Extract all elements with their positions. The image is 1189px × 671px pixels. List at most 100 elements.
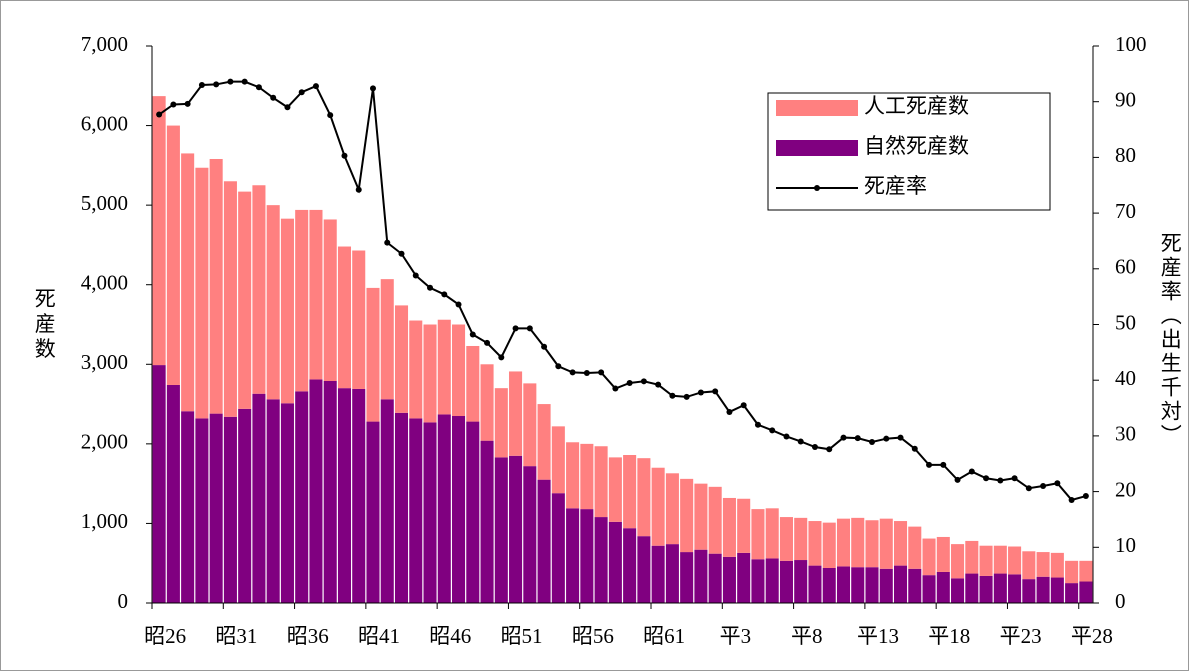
bar bbox=[238, 191, 252, 409]
line-marker bbox=[341, 152, 348, 159]
line-marker bbox=[926, 461, 933, 468]
line-marker bbox=[697, 389, 704, 396]
bar bbox=[1022, 579, 1036, 603]
line-marker bbox=[156, 111, 163, 118]
bar bbox=[166, 125, 180, 385]
x-tick-label: 昭56 bbox=[572, 624, 614, 648]
bar bbox=[836, 566, 851, 603]
bar bbox=[979, 545, 993, 576]
bar bbox=[209, 158, 223, 414]
line-marker bbox=[897, 434, 904, 441]
line-marker bbox=[669, 392, 676, 399]
bar bbox=[509, 455, 523, 603]
bar bbox=[965, 540, 979, 574]
bar bbox=[594, 446, 608, 518]
line-marker bbox=[683, 393, 690, 400]
bar bbox=[394, 412, 409, 603]
bar bbox=[181, 153, 195, 412]
y-tick-label: 0 bbox=[118, 589, 129, 613]
line-marker bbox=[384, 239, 391, 246]
bar bbox=[722, 497, 736, 557]
bar bbox=[380, 279, 394, 400]
bar bbox=[623, 454, 637, 529]
legend-label: 自然死産数 bbox=[864, 134, 969, 158]
bar bbox=[822, 522, 836, 568]
bar bbox=[608, 457, 622, 522]
bar bbox=[452, 416, 466, 603]
line-marker bbox=[840, 434, 847, 441]
x-tick-label: 昭41 bbox=[358, 624, 400, 648]
bar bbox=[665, 473, 679, 545]
bar bbox=[765, 558, 779, 603]
bar bbox=[737, 498, 751, 553]
bar bbox=[979, 575, 993, 603]
bar bbox=[537, 404, 551, 480]
bar bbox=[309, 379, 323, 603]
y-tick-label: 6,000 bbox=[81, 111, 128, 135]
bar bbox=[394, 305, 409, 413]
bar bbox=[851, 567, 865, 603]
bar bbox=[580, 509, 594, 603]
line-marker bbox=[441, 291, 448, 298]
bar bbox=[295, 391, 309, 603]
bar bbox=[352, 250, 366, 389]
legend-label: 人工死産数 bbox=[864, 94, 969, 118]
bar bbox=[523, 383, 537, 467]
x-tick-label: 昭46 bbox=[429, 624, 471, 648]
line-marker bbox=[640, 378, 647, 385]
line-marker bbox=[484, 339, 491, 346]
line-marker bbox=[355, 186, 362, 193]
bar bbox=[152, 365, 166, 603]
x-tick-label: 平18 bbox=[928, 624, 970, 648]
bar bbox=[437, 414, 451, 603]
line-marker bbox=[312, 83, 319, 90]
line-marker bbox=[1011, 475, 1018, 482]
bar bbox=[494, 388, 508, 458]
bar bbox=[452, 324, 466, 417]
line-marker bbox=[854, 435, 861, 442]
line-marker bbox=[541, 343, 548, 350]
bar bbox=[908, 526, 922, 569]
bar bbox=[266, 399, 280, 603]
bar bbox=[708, 553, 722, 603]
bar bbox=[680, 552, 694, 603]
y-axis-label: 死産数 bbox=[32, 288, 56, 363]
bar bbox=[352, 388, 366, 603]
bar bbox=[951, 544, 965, 579]
bar bbox=[893, 521, 908, 566]
bar bbox=[551, 426, 565, 494]
line-marker bbox=[369, 85, 376, 92]
y2-tick-label: 60 bbox=[1115, 255, 1136, 279]
bar bbox=[480, 440, 494, 603]
bar bbox=[1079, 581, 1093, 603]
bar bbox=[152, 96, 166, 366]
bar bbox=[223, 181, 237, 417]
bar bbox=[337, 246, 352, 389]
line-marker bbox=[569, 369, 576, 376]
line-marker bbox=[655, 381, 662, 388]
bar bbox=[323, 380, 337, 603]
bar bbox=[651, 467, 665, 546]
line-marker bbox=[1054, 480, 1061, 487]
bar bbox=[380, 399, 394, 603]
x-tick-label: 昭36 bbox=[287, 624, 329, 648]
line-marker bbox=[512, 325, 519, 332]
bar bbox=[223, 416, 237, 603]
bar bbox=[423, 324, 437, 423]
bar bbox=[309, 209, 323, 380]
bar bbox=[409, 320, 423, 419]
line-marker bbox=[555, 363, 562, 370]
line-marker bbox=[811, 444, 818, 451]
bar bbox=[437, 319, 451, 415]
bar bbox=[238, 408, 252, 603]
bar bbox=[751, 559, 765, 603]
line-marker bbox=[298, 89, 305, 96]
bar bbox=[936, 571, 950, 603]
bar bbox=[580, 443, 594, 510]
line-marker bbox=[427, 284, 434, 291]
line-marker bbox=[883, 435, 890, 442]
bar bbox=[280, 403, 294, 603]
bar bbox=[965, 573, 979, 603]
bar bbox=[1036, 552, 1050, 577]
bar bbox=[366, 421, 380, 603]
